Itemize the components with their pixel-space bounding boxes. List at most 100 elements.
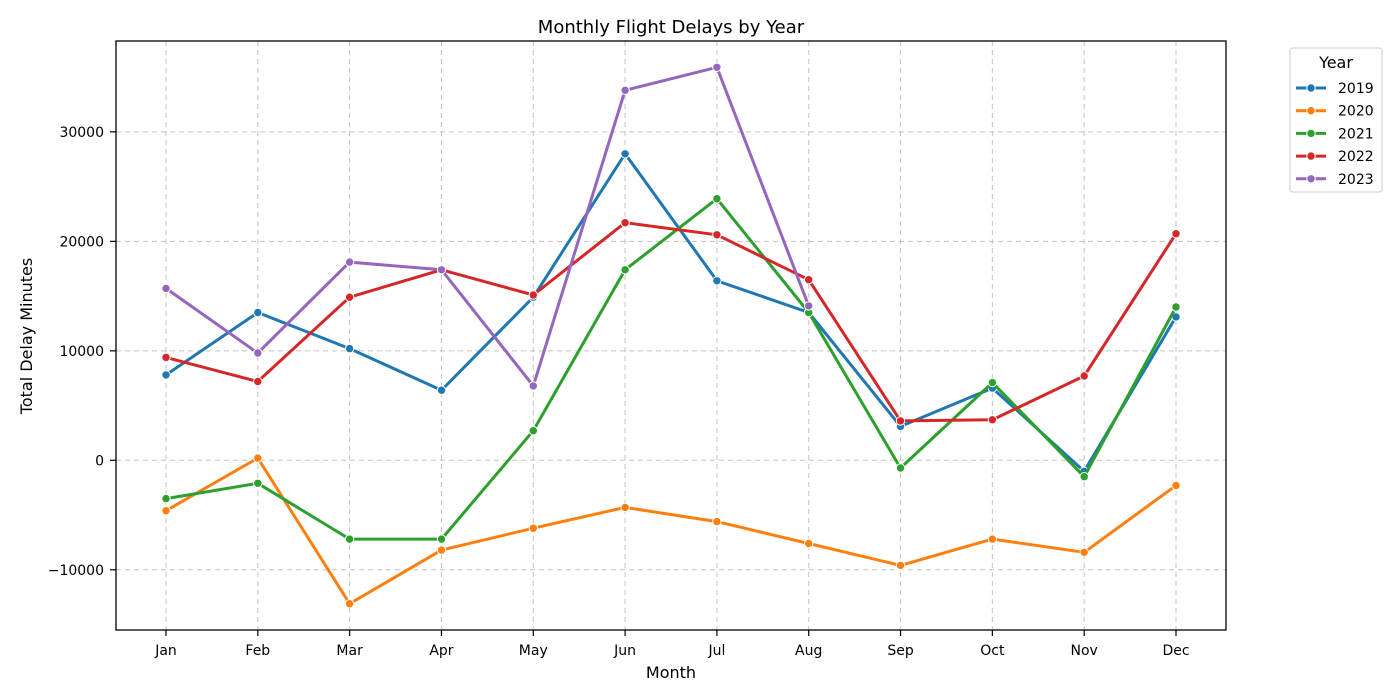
y-tick-label: 20000 xyxy=(59,234,104,250)
legend-label: 2023 xyxy=(1338,172,1374,188)
data-point xyxy=(804,301,814,311)
data-point xyxy=(1079,472,1089,482)
data-point xyxy=(161,506,171,516)
y-tick-label: −10000 xyxy=(48,563,104,579)
data-point xyxy=(1171,302,1181,312)
data-point xyxy=(620,218,630,228)
series-line-2020 xyxy=(164,456,1178,606)
legend-item-2023: 2023 xyxy=(1296,172,1374,188)
data-point xyxy=(1171,229,1181,239)
data-point xyxy=(987,534,998,544)
data-point xyxy=(620,502,630,513)
data-point xyxy=(344,257,355,267)
legend: Year 2019 2020 2021 2022 2023 xyxy=(1289,47,1383,193)
y-tick-label: 10000 xyxy=(59,344,104,360)
data-point xyxy=(344,292,355,302)
series-line-2023 xyxy=(164,65,811,388)
x-tick-label: Aug xyxy=(795,643,822,659)
legend-swatch-marker xyxy=(1306,174,1316,184)
series-layer xyxy=(161,62,1181,609)
x-tick-label: Jun xyxy=(613,643,636,659)
data-point xyxy=(712,516,722,527)
x-tick-label: Feb xyxy=(245,643,270,659)
data-point xyxy=(436,534,447,544)
data-point xyxy=(528,290,538,300)
data-point xyxy=(987,377,998,388)
legend-label: 2021 xyxy=(1338,126,1374,142)
data-point xyxy=(1079,547,1089,557)
data-point xyxy=(712,276,722,286)
legend-item-2022: 2022 xyxy=(1296,149,1374,165)
data-point xyxy=(895,560,906,571)
x-tick-label: Sep xyxy=(887,643,914,659)
x-tick-label: Nov xyxy=(1071,643,1098,659)
legend-items: 2019 2020 2021 2022 2023 xyxy=(1296,81,1374,188)
series-2021 xyxy=(161,194,1181,544)
legend-swatch-marker xyxy=(1306,106,1316,116)
series-2023 xyxy=(161,62,814,391)
data-point xyxy=(344,599,355,609)
legend-label: 2020 xyxy=(1338,104,1374,120)
series-line-2021 xyxy=(164,197,1178,541)
x-tick-label: May xyxy=(519,643,548,659)
x-tick-label: Mar xyxy=(336,643,363,659)
data-point xyxy=(804,275,814,285)
legend-swatch-marker xyxy=(1306,128,1316,139)
x-axis: Jan Feb Mar Apr May Jun Jul Aug Sep Oct Nov Dec xyxy=(154,630,1190,659)
data-point xyxy=(895,416,906,426)
data-point xyxy=(620,149,630,159)
data-point xyxy=(253,307,263,318)
data-point xyxy=(161,493,171,504)
x-tick-label: Oct xyxy=(980,643,1005,659)
data-point xyxy=(253,453,263,463)
data-point xyxy=(253,478,263,488)
y-axis-title: Total Delay Minutes xyxy=(17,258,36,415)
grid xyxy=(116,41,1226,630)
data-point xyxy=(436,265,447,275)
data-point xyxy=(1171,480,1181,491)
data-point xyxy=(161,370,171,380)
y-axis: −10000 0 10000 20000 30000 xyxy=(48,125,116,579)
legend-item-2019: 2019 xyxy=(1296,81,1374,97)
data-point xyxy=(528,381,538,391)
data-point xyxy=(987,415,998,425)
legend-swatch-marker xyxy=(1306,83,1316,93)
x-tick-label: Jul xyxy=(707,643,725,659)
series-2022 xyxy=(161,218,1181,426)
series-line-2022 xyxy=(164,221,1178,423)
data-point xyxy=(712,230,722,240)
legend-swatch-marker xyxy=(1306,151,1316,161)
data-point xyxy=(253,348,263,358)
data-point xyxy=(253,376,263,387)
series-2020 xyxy=(161,453,1181,609)
chart-title: Monthly Flight Delays by Year xyxy=(538,17,805,38)
data-point xyxy=(895,463,906,473)
x-tick-label: Dec xyxy=(1162,643,1189,659)
x-tick-label: Apr xyxy=(429,643,453,659)
data-point xyxy=(804,538,814,549)
data-point xyxy=(712,194,722,204)
y-tick-label: 0 xyxy=(95,453,104,469)
legend-label: 2022 xyxy=(1338,149,1374,165)
data-point xyxy=(1079,371,1089,381)
y-tick-label: 30000 xyxy=(59,125,104,141)
data-point xyxy=(436,545,447,555)
data-point xyxy=(161,283,171,294)
data-point xyxy=(620,85,630,96)
data-point xyxy=(712,62,722,73)
data-point xyxy=(528,523,538,533)
data-point xyxy=(344,534,355,544)
data-point xyxy=(528,426,538,436)
series-line-2019 xyxy=(164,152,1178,473)
legend-label: 2019 xyxy=(1338,81,1374,97)
legend-item-2020: 2020 xyxy=(1296,104,1374,120)
data-point xyxy=(161,352,171,363)
legend-title: Year xyxy=(1318,53,1353,72)
data-point xyxy=(344,343,355,354)
data-point xyxy=(620,265,630,275)
data-point xyxy=(436,385,447,395)
legend-item-2021: 2021 xyxy=(1296,126,1374,142)
x-tick-label: Jan xyxy=(154,643,177,659)
